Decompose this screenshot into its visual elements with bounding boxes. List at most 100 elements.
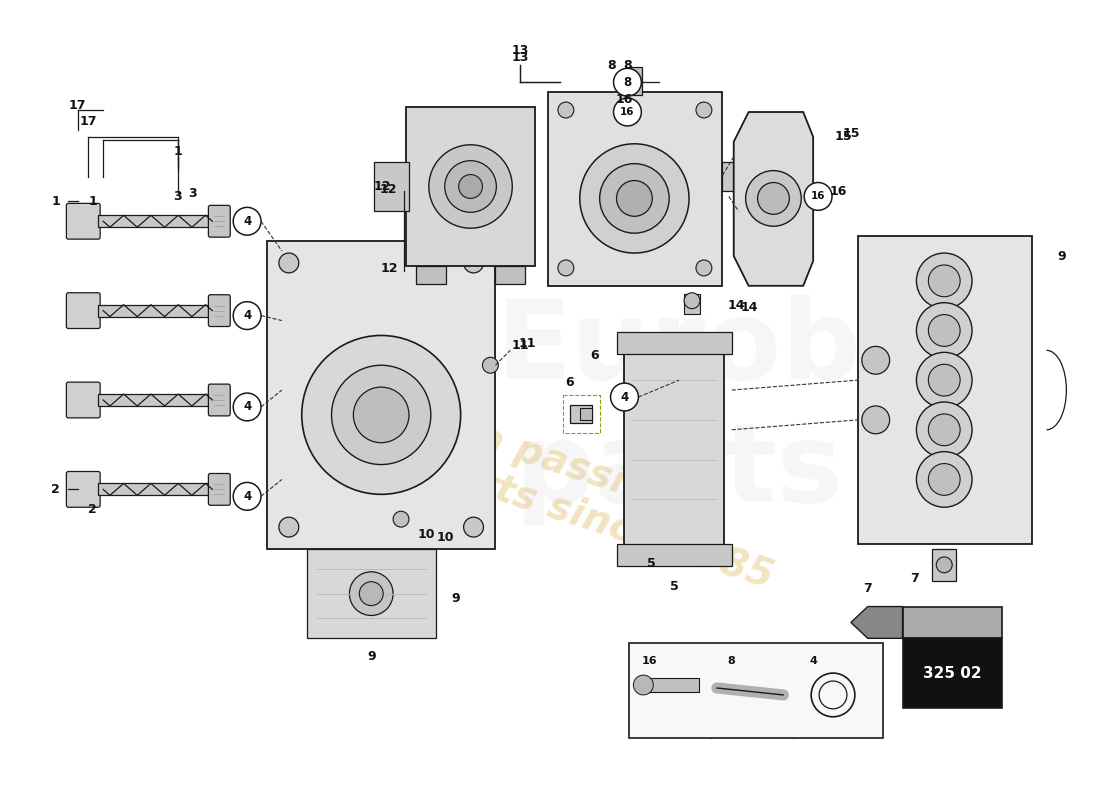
Text: 16: 16 <box>620 107 635 117</box>
Text: 4: 4 <box>243 401 251 414</box>
FancyBboxPatch shape <box>66 293 100 329</box>
Circle shape <box>463 253 484 273</box>
Bar <box>902 638 1002 708</box>
Text: 17: 17 <box>79 115 97 129</box>
Text: 325 02: 325 02 <box>923 666 981 681</box>
Circle shape <box>558 102 574 118</box>
Circle shape <box>393 511 409 527</box>
Bar <box>580 408 592 420</box>
Circle shape <box>616 181 652 216</box>
Circle shape <box>429 145 513 228</box>
Bar <box>307 549 436 638</box>
Bar <box>722 162 744 191</box>
Text: 12: 12 <box>381 262 398 275</box>
Bar <box>548 92 722 286</box>
Text: 16: 16 <box>811 191 825 202</box>
Circle shape <box>746 170 801 226</box>
Circle shape <box>820 681 847 709</box>
Circle shape <box>916 352 972 408</box>
Text: 3: 3 <box>188 187 197 200</box>
Text: 13: 13 <box>512 51 529 64</box>
Text: 8: 8 <box>607 59 616 72</box>
Text: 16: 16 <box>616 93 634 106</box>
Bar <box>637 678 698 692</box>
Circle shape <box>928 265 960 297</box>
Text: 9: 9 <box>1057 250 1066 262</box>
Text: 4: 4 <box>243 309 251 322</box>
Text: 1: 1 <box>173 146 182 158</box>
Bar <box>858 236 1032 544</box>
Circle shape <box>928 364 960 396</box>
Text: 4: 4 <box>620 390 628 403</box>
Text: 8: 8 <box>624 76 631 89</box>
Text: 1: 1 <box>88 195 97 208</box>
Text: 16: 16 <box>641 656 657 666</box>
Text: 6: 6 <box>565 376 574 389</box>
Text: 11: 11 <box>512 339 529 352</box>
Text: 5: 5 <box>647 558 656 570</box>
Text: 8: 8 <box>728 656 736 666</box>
Text: 17: 17 <box>68 98 86 111</box>
Circle shape <box>233 207 261 235</box>
Circle shape <box>614 68 641 96</box>
Circle shape <box>233 302 261 330</box>
Circle shape <box>614 98 641 126</box>
Text: 14: 14 <box>728 299 746 312</box>
Text: 7: 7 <box>910 572 918 586</box>
Text: Eurob
parts: Eurob parts <box>496 294 862 526</box>
Circle shape <box>279 517 299 537</box>
Text: 11: 11 <box>518 337 536 350</box>
Circle shape <box>233 482 261 510</box>
Circle shape <box>916 253 972 309</box>
Text: 13: 13 <box>512 44 529 57</box>
Circle shape <box>459 174 483 198</box>
Circle shape <box>233 393 261 421</box>
Circle shape <box>916 402 972 458</box>
Bar <box>629 643 882 738</box>
Text: 12: 12 <box>379 183 397 196</box>
Bar <box>570 405 592 423</box>
Text: 4: 4 <box>243 490 251 503</box>
FancyBboxPatch shape <box>208 384 230 416</box>
Text: 5: 5 <box>670 580 679 593</box>
Circle shape <box>558 260 574 276</box>
Bar <box>616 333 732 354</box>
Circle shape <box>861 346 890 374</box>
Bar <box>98 394 218 406</box>
Text: 2: 2 <box>51 483 59 496</box>
Polygon shape <box>734 112 813 286</box>
FancyBboxPatch shape <box>208 294 230 326</box>
Bar <box>684 294 700 314</box>
Text: 4: 4 <box>243 214 251 228</box>
Circle shape <box>758 182 790 214</box>
Bar <box>98 305 218 317</box>
Circle shape <box>928 463 960 495</box>
FancyBboxPatch shape <box>66 382 100 418</box>
Circle shape <box>634 675 653 695</box>
Bar <box>563 395 600 433</box>
Circle shape <box>444 161 496 212</box>
Text: 16: 16 <box>829 185 847 198</box>
Circle shape <box>353 387 409 442</box>
Text: 15: 15 <box>843 127 859 140</box>
Bar <box>374 162 409 211</box>
Bar <box>625 350 724 549</box>
Text: 8: 8 <box>623 59 631 72</box>
Circle shape <box>350 572 393 615</box>
Circle shape <box>600 164 669 233</box>
Circle shape <box>360 582 383 606</box>
Circle shape <box>861 406 890 434</box>
Text: 1: 1 <box>51 195 59 208</box>
Text: 10: 10 <box>417 527 434 541</box>
FancyBboxPatch shape <box>66 203 100 239</box>
Text: 2: 2 <box>88 502 97 516</box>
Circle shape <box>331 366 431 465</box>
Polygon shape <box>851 606 902 638</box>
Text: a passion
for parts since 1985: a passion for parts since 1985 <box>348 382 792 596</box>
Circle shape <box>804 182 832 210</box>
Text: 9: 9 <box>367 650 375 662</box>
Bar <box>933 549 956 581</box>
FancyBboxPatch shape <box>66 471 100 507</box>
Circle shape <box>610 383 638 411</box>
Circle shape <box>916 302 972 358</box>
